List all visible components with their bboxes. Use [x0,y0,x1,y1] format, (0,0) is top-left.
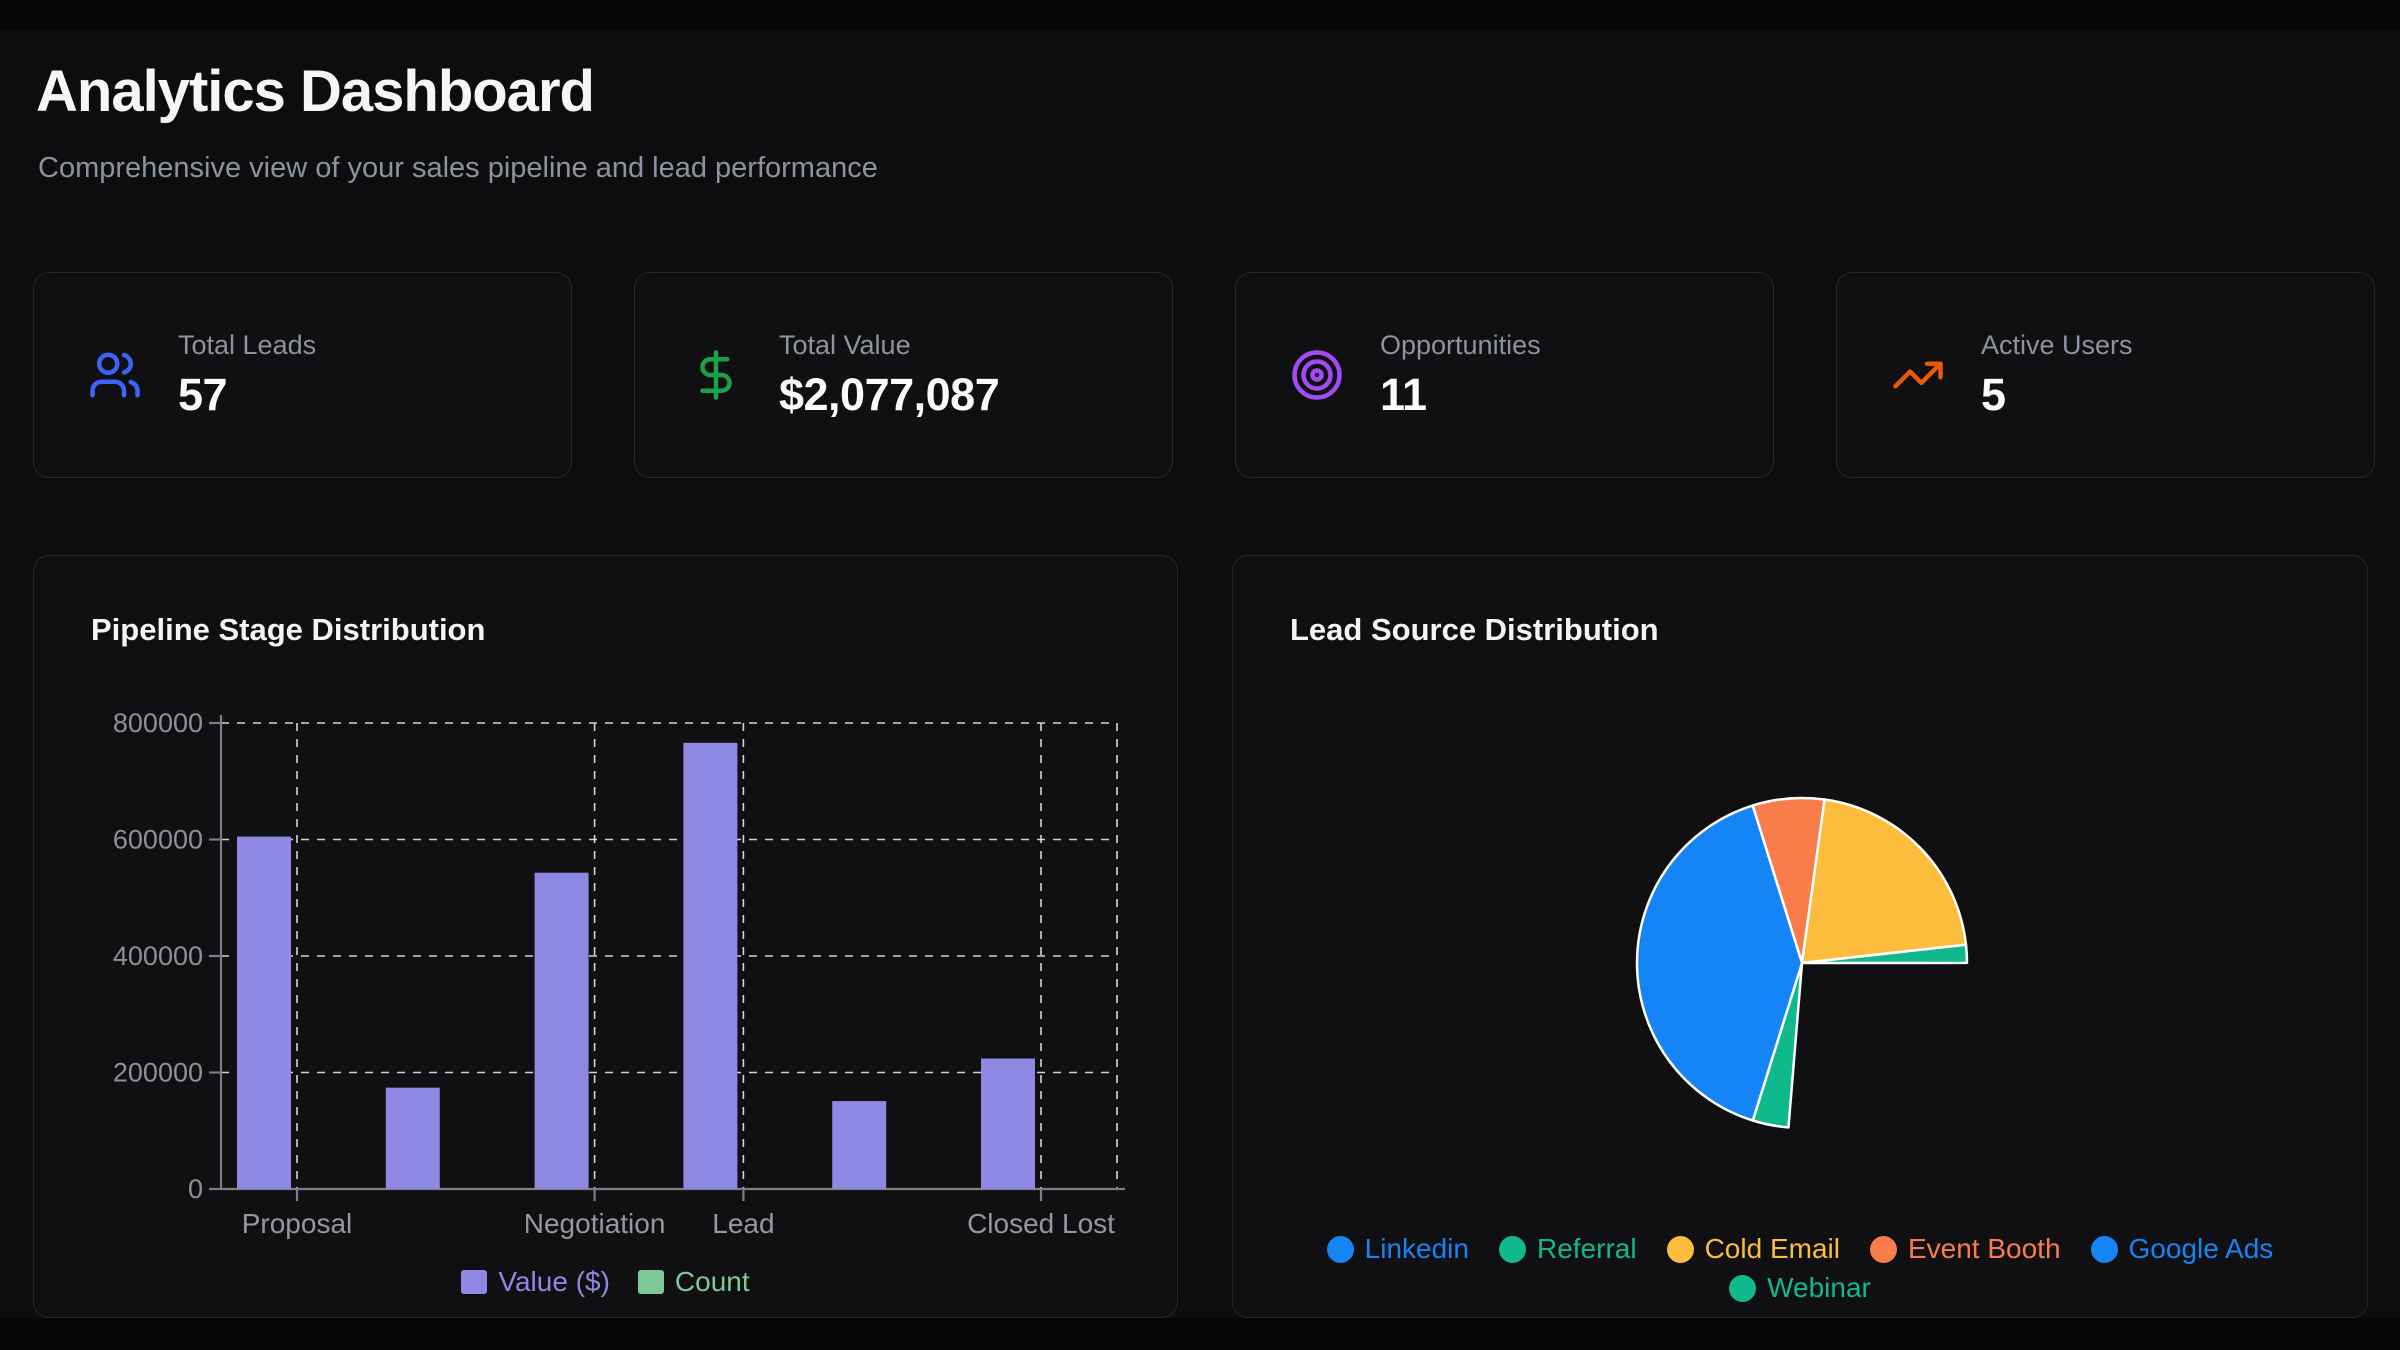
legend-swatch [461,1270,488,1294]
pipeline-chart-title: Pipeline Stage Distribution [91,612,486,647]
stat-value: 11 [1380,368,1427,420]
stat-value: 57 [178,368,228,420]
bar-value--2[interactable] [534,872,589,1189]
stat-label: Opportunities [1380,329,1541,360]
legend-item-value-[interactable]: Value ($) [461,1266,610,1298]
legend-label: Google Ads [2128,1233,2274,1264]
legend-label: Cold Email [1704,1233,1840,1264]
svg-text:Negotiation: Negotiation [524,1208,666,1239]
bar-value--1[interactable] [385,1087,440,1189]
pipeline-bar-chart[interactable]: 0 200000 400000 600000 800000 Proposal Negotia… [34,556,1177,1317]
trending-up-icon [1893,361,1943,389]
pipeline-chart-legend: Value ($) Count [34,1262,1177,1302]
legend-label: Value ($) [498,1266,610,1297]
legend-label: Referral [1536,1233,1637,1264]
svg-text:Proposal: Proposal [242,1208,353,1239]
lead-source-chart-title: Lead Source Distribution [1290,612,1659,647]
pie-slice-cold-email[interactable] [1800,798,1968,965]
users-icon [90,352,140,398]
svg-text:600000: 600000 [113,825,203,855]
lead-source-chart-legend: Linkedin Referral Cold Email Event Booth Goo… [1233,1232,2367,1305]
pipeline-stage-card: Pipeline Stage Distribution 0 200000 40000… [33,555,1178,1318]
svg-text:800000: 800000 [113,708,203,738]
legend-item-cold-email[interactable]: Cold Email [1666,1233,1840,1265]
pie-legend-row: Linkedin Referral Cold Email Event Booth Goo… [1326,1232,2274,1266]
stat-card-opportunities: Opportunities 11 [1235,272,1774,478]
legend-item-count[interactable]: Count [637,1266,750,1298]
pie-slice-linkedin[interactable] [1635,804,1804,1122]
bar-value--4[interactable] [832,1101,887,1189]
legend-swatch [637,1270,664,1294]
legend-label: Event Booth [1907,1233,2061,1264]
legend-dot [1729,1274,1757,1302]
legend-item-google-ads[interactable]: Google Ads [2090,1233,2274,1265]
legend-item-webinar[interactable]: Webinar [1729,1272,1871,1304]
lead-source-pie-chart[interactable] [1233,556,2367,1317]
legend-dot [2090,1235,2118,1263]
legend-label: Linkedin [1364,1233,1469,1264]
dollar-sign-icon [700,350,732,400]
stat-card-total-leads: Total Leads 57 [33,272,572,478]
stat-label: Total Value [779,329,911,360]
legend-dot [1666,1235,1694,1263]
charts-row: Pipeline Stage Distribution 0 200000 40000… [33,555,2368,1318]
svg-text:400000: 400000 [113,941,203,971]
stat-value: $2,077,087 [779,368,1000,420]
svg-text:0: 0 [188,1174,203,1204]
legend-item-referral[interactable]: Referral [1498,1233,1637,1265]
page-title: Analytics Dashboard [36,59,595,124]
svg-text:200000: 200000 [113,1058,203,1088]
bar-value--0[interactable] [237,836,291,1189]
lead-source-pie-svg[interactable] [1233,556,2368,1318]
legend-dot [1869,1235,1897,1263]
lead-source-card: Lead Source Distribution Linkedin Referra… [1232,555,2368,1318]
page-subtitle: Comprehensive view of your sales pipelin… [38,152,878,184]
legend-label: Webinar [1767,1272,1871,1303]
bar-value--5[interactable] [981,1058,1035,1189]
legend-label: Count [674,1266,750,1297]
bar-value--3[interactable] [683,742,738,1189]
legend-item-linkedin[interactable]: Linkedin [1326,1233,1469,1265]
legend-dot [1498,1235,1526,1263]
pie-legend-row: Webinar [1729,1271,1871,1305]
stat-card-active-users: Active Users 5 [1836,272,2375,478]
stats-row: Total Leads 57 Total Value $2,077,087 [33,272,2375,478]
legend-dot [1326,1235,1354,1263]
pie-slice-referral[interactable] [1800,943,1969,965]
stat-label: Active Users [1981,329,2133,360]
stat-label: Total Leads [178,329,317,360]
dashboard-content: Analytics Dashboard Comprehensive view o… [0,30,2400,1318]
stat-value: 5 [1981,368,2006,420]
svg-text:Closed Lost: Closed Lost [967,1208,1115,1239]
pipeline-bar-chart-svg[interactable]: 0 200000 400000 600000 800000 Proposal Negotia… [34,556,1178,1318]
legend-item-event-booth[interactable]: Event Booth [1869,1233,2061,1265]
target-icon [1292,350,1342,400]
svg-text:Lead: Lead [712,1208,774,1239]
stat-card-total-value: Total Value $2,077,087 [634,272,1173,478]
